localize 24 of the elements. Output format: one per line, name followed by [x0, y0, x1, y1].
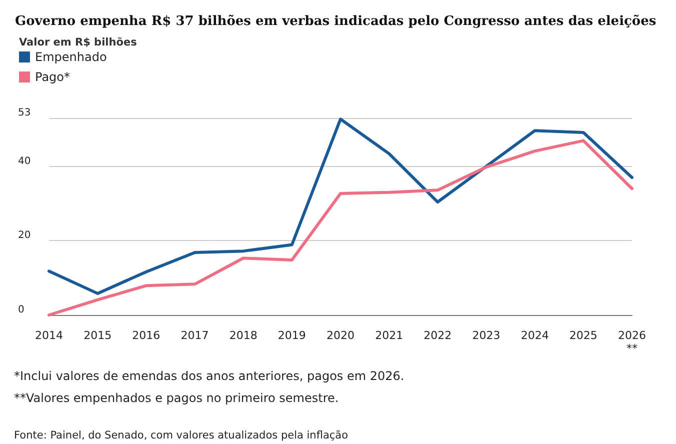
x-tick-label: 2015 — [84, 329, 112, 342]
x-tick-label: 2014 — [35, 329, 63, 342]
legend-label: Pago* — [35, 70, 70, 84]
y-tick-label: 20 — [18, 230, 31, 242]
x-tick-label: 2018 — [229, 329, 258, 342]
x-tick-label: 2019 — [278, 329, 306, 342]
y-tick-label: 53 — [18, 108, 31, 118]
text: *Inclui valores de emendas dos anos anteriores, pagos em 2026. — [14, 369, 404, 383]
y-tick-label: 40 — [18, 156, 31, 167]
y-tick-label: 0 — [18, 304, 24, 316]
source-note: Fonte: Painel, do Senado, com valores atualizados pela inflação — [14, 430, 348, 442]
chart-subtitle: Valor em R$ bilhões — [19, 36, 137, 48]
x-tick-label: 2023 — [472, 329, 500, 342]
x-tick-label: 2022 — [424, 329, 452, 342]
chart-title: Governo empenha R$ 37 bilhões em verbas indicadas pelo Congresso antes das eleições — [15, 14, 656, 29]
x-tick-label: 2016 — [132, 329, 160, 342]
text: **Valores empenhados e pagos no primeiro semestre. — [14, 391, 339, 405]
legend-label: Empenhado — [35, 50, 107, 64]
x-tick-label: 2026 ** — [618, 329, 646, 355]
x-tick-label: 2021 — [375, 329, 404, 342]
x-tick-label: 2020 — [326, 329, 354, 342]
x-tick-label: 2017 — [180, 329, 209, 342]
x-tick-label: 2024 — [520, 329, 549, 342]
x-tick-label: 2025 — [569, 329, 598, 342]
